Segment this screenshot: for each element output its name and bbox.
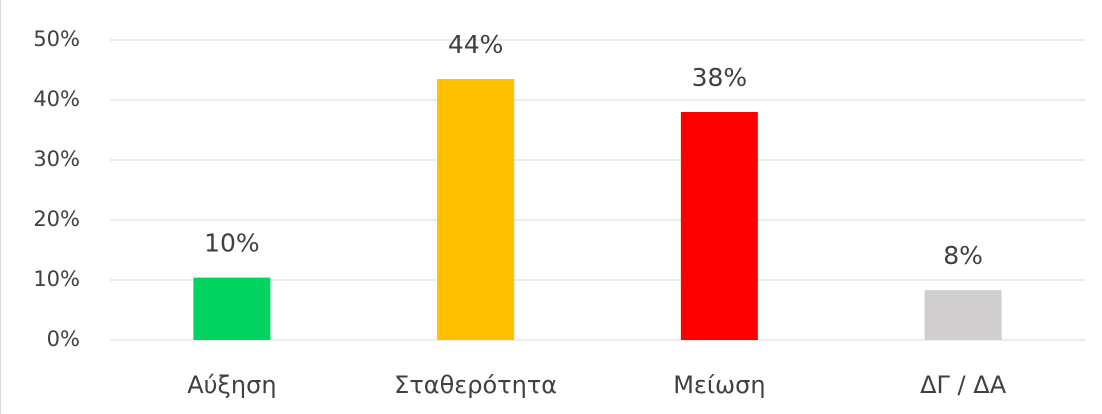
bar	[924, 290, 1002, 340]
x-tick-label: Αύξηση	[187, 371, 276, 399]
value-label: 8%	[943, 241, 983, 270]
y-tick-label: 20%	[33, 207, 80, 231]
y-tick-label: 0%	[47, 327, 80, 351]
y-tick-label: 30%	[33, 147, 80, 171]
bar	[193, 277, 271, 340]
value-label: 38%	[692, 63, 748, 92]
bar	[437, 79, 515, 340]
value-label: 44%	[448, 30, 504, 59]
value-label: 10%	[204, 229, 260, 258]
x-tick-label: Μείωση	[673, 371, 765, 399]
bar	[680, 112, 758, 340]
y-tick-label: 40%	[33, 87, 80, 111]
x-tick-label: Σταθερότητα	[394, 371, 557, 399]
y-tick-label: 50%	[33, 27, 80, 51]
y-tick-label: 10%	[33, 267, 80, 291]
x-tick-label: ΔΓ / ΔΑ	[920, 371, 1007, 399]
